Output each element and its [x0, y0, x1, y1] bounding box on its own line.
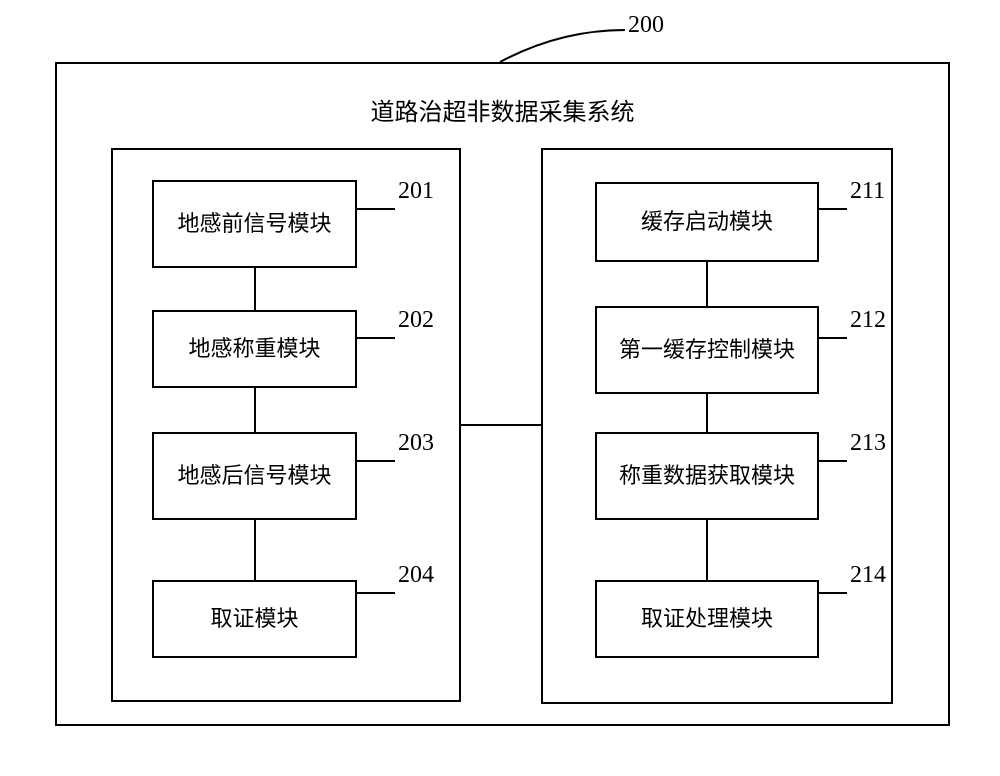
vline-212-213	[706, 394, 708, 432]
module-214-label: 取证处理模块	[641, 605, 773, 634]
module-212-id: 212	[850, 307, 886, 334]
module-212: 第一缓存控制模块	[595, 306, 819, 394]
leader-213	[819, 460, 847, 462]
vline-213-214	[706, 520, 708, 580]
vline-211-212	[706, 262, 708, 306]
module-211-label: 缓存启动模块	[641, 208, 773, 237]
vline-202-203	[254, 388, 256, 432]
leader-203	[357, 460, 395, 462]
module-204-id: 204	[398, 562, 434, 589]
column-connector	[461, 424, 541, 426]
module-202: 地感称重模块	[152, 310, 357, 388]
module-203-label: 地感后信号模块	[177, 462, 331, 491]
module-214-id: 214	[850, 562, 886, 589]
leader-212	[819, 337, 847, 339]
module-213: 称重数据获取模块	[595, 432, 819, 520]
module-213-id: 213	[850, 430, 886, 457]
vline-201-202	[254, 268, 256, 310]
module-211: 缓存启动模块	[595, 182, 819, 262]
module-201: 地感前信号模块	[152, 180, 357, 268]
module-212-label: 第一缓存控制模块	[619, 336, 795, 365]
leader-211	[819, 208, 847, 210]
module-201-label: 地感前信号模块	[177, 210, 331, 239]
module-201-id: 201	[398, 178, 434, 205]
module-204-label: 取证模块	[210, 605, 298, 634]
module-211-id: 211	[850, 178, 885, 205]
module-203-id: 203	[398, 430, 434, 457]
leader-202	[357, 337, 395, 339]
module-214: 取证处理模块	[595, 580, 819, 658]
vline-203-204	[254, 520, 256, 580]
module-204: 取证模块	[152, 580, 357, 658]
leader-214	[819, 592, 847, 594]
module-203: 地感后信号模块	[152, 432, 357, 520]
leader-201	[357, 208, 395, 210]
module-202-label: 地感称重模块	[188, 335, 320, 364]
outer-label: 200	[628, 12, 664, 39]
leader-204	[357, 592, 395, 594]
module-213-label: 称重数据获取模块	[619, 462, 795, 491]
system-title: 道路治超非数据采集系统	[55, 92, 950, 127]
module-202-id: 202	[398, 307, 434, 334]
